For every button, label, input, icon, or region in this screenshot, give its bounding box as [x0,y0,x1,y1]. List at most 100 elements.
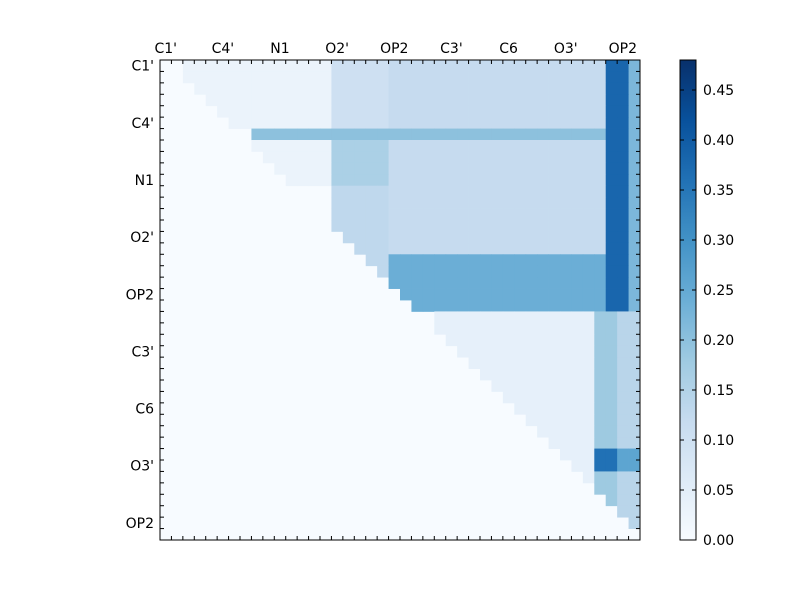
heatmap-cell [491,322,504,335]
heatmap-cell [571,140,584,152]
heatmap-cell [400,288,412,301]
colorbar-tick-label: 0.00 [703,533,734,549]
heatmap-cell [571,128,584,141]
heatmap-cell [411,208,424,221]
heatmap-cell [502,380,515,392]
heatmap-cell [560,151,572,164]
heatmap-cell [537,345,549,358]
heatmap-cell [434,322,447,335]
heatmap-cell [480,71,492,84]
heatmap-cell [617,220,629,232]
heatmap-cell [274,128,287,141]
heatmap-cell [457,71,469,84]
heatmap-cell [502,71,515,84]
heatmap-cell [525,414,538,427]
heatmap-cell [628,482,641,495]
heatmap-cell [411,151,424,164]
heatmap-cell [537,197,549,209]
heatmap-cell [582,162,595,175]
heatmap-cell [388,185,401,198]
heatmap-cell [514,208,527,221]
heatmap-cell [434,128,447,141]
heatmap-cell [571,231,584,244]
heatmap-cell [628,208,641,221]
heatmap-cell [628,311,641,324]
heatmap-cell [297,140,309,152]
heatmap-cell [605,231,618,244]
heatmap-cell [617,174,629,187]
heatmap-cell [605,494,618,507]
heatmap-cell [285,162,298,175]
heatmap-cell [548,174,561,187]
heatmap-cell [560,391,572,404]
heatmap-cell [605,117,618,129]
heatmap-cell [194,60,207,72]
heatmap-cell [354,60,367,72]
heatmap-cell [594,197,607,209]
y-tick-label: N1 [135,173,154,189]
heatmap-cell [548,288,561,301]
heatmap-cell [514,71,527,84]
colorbar-tick-label: 0.15 [703,383,734,399]
heatmap-cell [445,300,458,312]
heatmap-cell [571,185,584,198]
heatmap-cell [228,82,241,95]
heatmap-cell [468,334,481,347]
heatmap-cell [445,162,458,175]
heatmap-cell [628,254,641,267]
heatmap-cell [582,460,595,472]
heatmap-cell [342,128,355,141]
heatmap-cell [548,277,561,289]
heatmap-cell [525,197,538,209]
heatmap-cell [262,94,275,107]
heatmap-cell [548,151,561,164]
heatmap-cell [514,220,527,232]
heatmap-cell [297,94,309,107]
heatmap-cell [342,140,355,152]
heatmap-cell [354,140,367,152]
heatmap-cell [251,94,264,107]
heatmap-cell [445,254,458,267]
heatmap-cell [582,105,595,118]
heatmap-cell [422,288,435,301]
heatmap-cell [594,368,607,381]
heatmap-cell [445,82,458,95]
heatmap-cell [582,128,595,141]
heatmap-cell [594,334,607,347]
heatmap-cell [411,140,424,152]
heatmap-cell [342,60,355,72]
heatmap-cell [468,220,481,232]
heatmap-cell [548,368,561,381]
heatmap-cell [422,277,435,289]
heatmap-cell [571,60,584,72]
heatmap-cell [628,277,641,289]
heatmap-cell [468,94,481,107]
heatmap-cell [251,140,264,152]
heatmap-cell [365,185,378,198]
heatmap-cell [274,82,287,95]
heatmap-cell [617,471,629,484]
heatmap-cell [582,368,595,381]
heatmap-cell [491,151,504,164]
heatmap-cell [628,242,641,255]
heatmap-cell [525,174,538,187]
heatmap-cell [537,185,549,198]
heatmap-cell [480,117,492,129]
heatmap-cell [422,220,435,232]
heatmap-cell [434,231,447,244]
heatmap-cell [537,300,549,312]
heatmap-cell [560,357,572,369]
heatmap-cell [365,82,378,95]
heatmap-cell [285,140,298,152]
heatmap-cell [480,60,492,72]
heatmap-cell [548,425,561,438]
heatmap-cell [400,185,412,198]
heatmap-cell [502,174,515,187]
heatmap-cell [628,265,641,278]
heatmap-cell [582,231,595,244]
heatmap-cell [491,208,504,221]
heatmap-cell [537,288,549,301]
heatmap-cell [594,277,607,289]
heatmap-cell [468,197,481,209]
heatmap-cell [422,242,435,255]
